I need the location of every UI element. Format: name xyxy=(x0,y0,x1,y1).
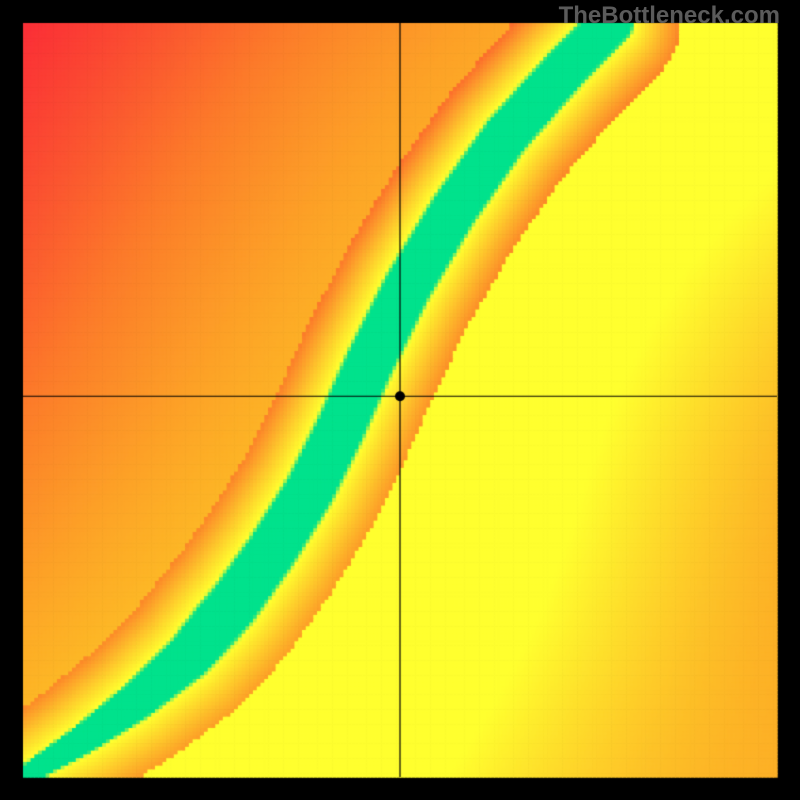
chart-container: TheBottleneck.com xyxy=(0,0,800,800)
heatmap-canvas xyxy=(0,0,800,800)
watermark-text: TheBottleneck.com xyxy=(559,2,780,30)
